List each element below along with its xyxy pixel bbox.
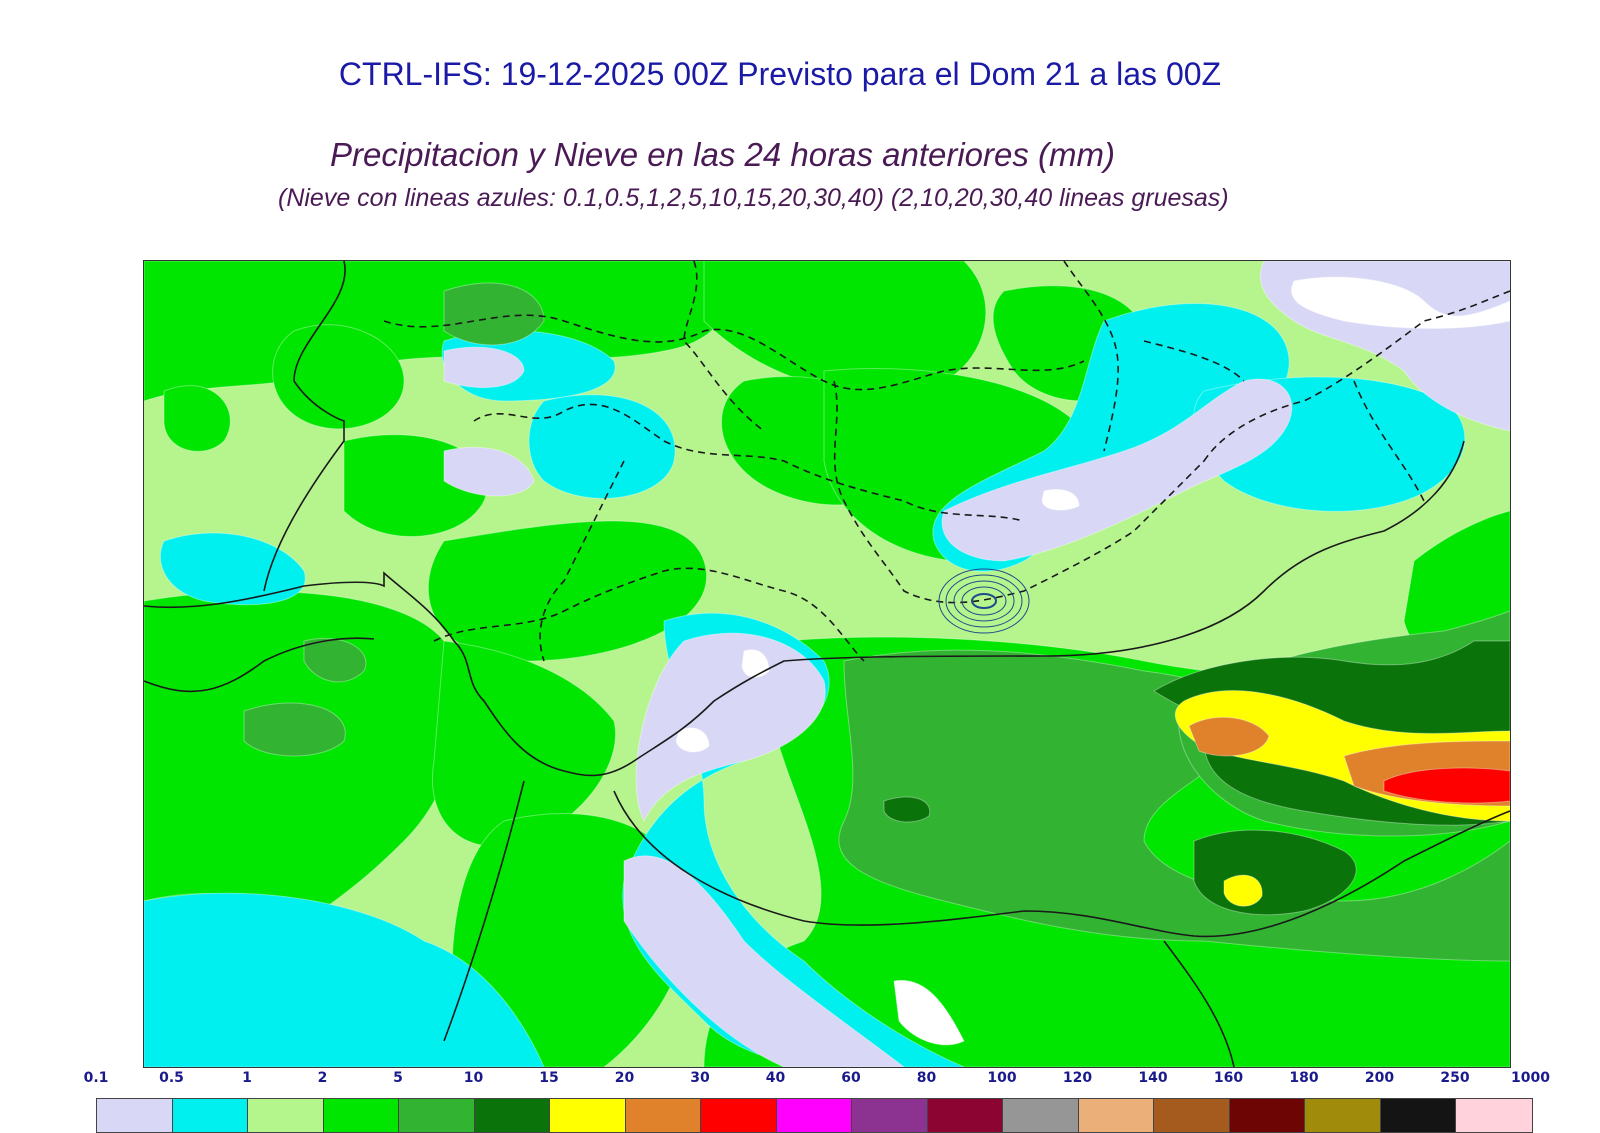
region-border (383, 314, 1085, 391)
colorbar-segment (1456, 1099, 1532, 1132)
colorbar (96, 1098, 1533, 1133)
colorbar-tick-label: 1000 (1511, 1070, 1550, 1086)
region-border (1353, 380, 1425, 502)
precipitation-map (143, 260, 1511, 1068)
colorbar-tick-label: 250 (1440, 1070, 1470, 1086)
colorbar-tick-label: 0.1 (83, 1070, 109, 1086)
precip-area (883, 796, 931, 823)
snow-contour (945, 574, 1023, 628)
colorbar-tick-label: 200 (1364, 1070, 1395, 1086)
precip-area (675, 727, 710, 753)
precip-area (443, 346, 525, 389)
colorbar-segment (97, 1099, 173, 1132)
colorbar-segment (399, 1099, 475, 1132)
colorbar-tick-label: 10 (463, 1070, 484, 1086)
colorbar-segment (852, 1099, 928, 1132)
region-border (539, 460, 625, 662)
precip-area (243, 702, 346, 757)
precip-area (1223, 874, 1263, 907)
snow-lines-note: (Nieve con lineas azules: 0.1,0.5,1,2,5,… (278, 184, 1229, 212)
precip-area (1041, 488, 1080, 511)
colorbar-ticks: 0.1 0.5 1 2 5 10 15 20 30 40 60 80 100 120 140 160 180 20… (0, 1070, 1600, 1090)
colorbar-tick-label: 60 (841, 1070, 861, 1086)
colorbar-segment (474, 1099, 550, 1132)
colorbar-segment (172, 1099, 248, 1132)
colorbar-segment (625, 1099, 701, 1132)
colorbar-tick-label: 20 (614, 1070, 635, 1086)
snow-contour (938, 568, 1030, 634)
precip-area (159, 532, 306, 606)
precip-area (528, 394, 676, 499)
region-border (433, 567, 865, 662)
colorbar-tick-label: 40 (765, 1070, 786, 1086)
precip-area (1291, 276, 1510, 329)
colorbar-segment (1380, 1099, 1456, 1132)
colorbar-tick-label: 120 (1062, 1070, 1093, 1086)
region-border (1203, 290, 1510, 462)
precip-area (1188, 716, 1270, 757)
colorbar-tick-label: 15 (539, 1070, 559, 1086)
colorbar-tick-label: 5 (393, 1070, 403, 1086)
chart-subtitle: Precipitacion y Nieve en las 24 horas an… (330, 136, 1115, 173)
region-border (473, 403, 1025, 522)
region-border (683, 261, 765, 432)
precip-area (163, 385, 231, 452)
colorbar-segment (701, 1099, 777, 1132)
colorbar-tick-label: 0.5 (159, 1070, 184, 1086)
colorbar-tick-label: 30 (690, 1070, 710, 1086)
precip-area (432, 640, 616, 847)
coastline (144, 440, 1465, 777)
precip-area (623, 855, 905, 1067)
precip-area (443, 282, 545, 346)
coastline (263, 261, 346, 592)
precip-area (893, 979, 965, 1046)
colorbar-segment (1229, 1099, 1305, 1132)
coastline (144, 637, 375, 693)
colorbar-segment (550, 1099, 626, 1132)
colorbar-tick-label: 100 (987, 1070, 1017, 1086)
snow-contour (961, 586, 1007, 616)
colorbar-segment (927, 1099, 1003, 1132)
region-border (1143, 340, 1245, 382)
precip-area (741, 649, 770, 678)
precip-area (443, 446, 535, 497)
colorbar-tick-label: 140 (1138, 1070, 1168, 1086)
precip-area (1383, 767, 1510, 804)
region-border (1063, 261, 1119, 452)
coastline (1163, 940, 1235, 1067)
colorbar-segment (323, 1099, 399, 1132)
precip-area (144, 892, 545, 1067)
precip-area (272, 324, 405, 430)
colorbar-tick-label: 2 (317, 1070, 328, 1086)
colorbar-segment (776, 1099, 852, 1132)
page-title: CTRL-IFS: 19-12-2025 00Z Previsto para e… (338, 56, 1222, 92)
snow-contour (953, 580, 1015, 622)
colorbar-segment (1003, 1099, 1079, 1132)
coastline (613, 790, 1510, 938)
map-canvas (144, 261, 1510, 1067)
colorbar-tick-label: 80 (916, 1070, 937, 1086)
region-border (833, 380, 1205, 604)
colorbar-segment (1305, 1099, 1381, 1132)
precip-area (941, 378, 1293, 562)
colorbar-segment (1078, 1099, 1154, 1132)
colorbar-tick-label: 180 (1289, 1070, 1319, 1086)
coastline (443, 780, 525, 1042)
colorbar-segment (248, 1099, 324, 1132)
snow-contour (971, 593, 997, 609)
precip-area (635, 632, 826, 823)
colorbar-tick-label: 160 (1213, 1070, 1244, 1086)
colorbar-tick-label: 1 (242, 1070, 252, 1086)
colorbar-segment (1154, 1099, 1230, 1132)
